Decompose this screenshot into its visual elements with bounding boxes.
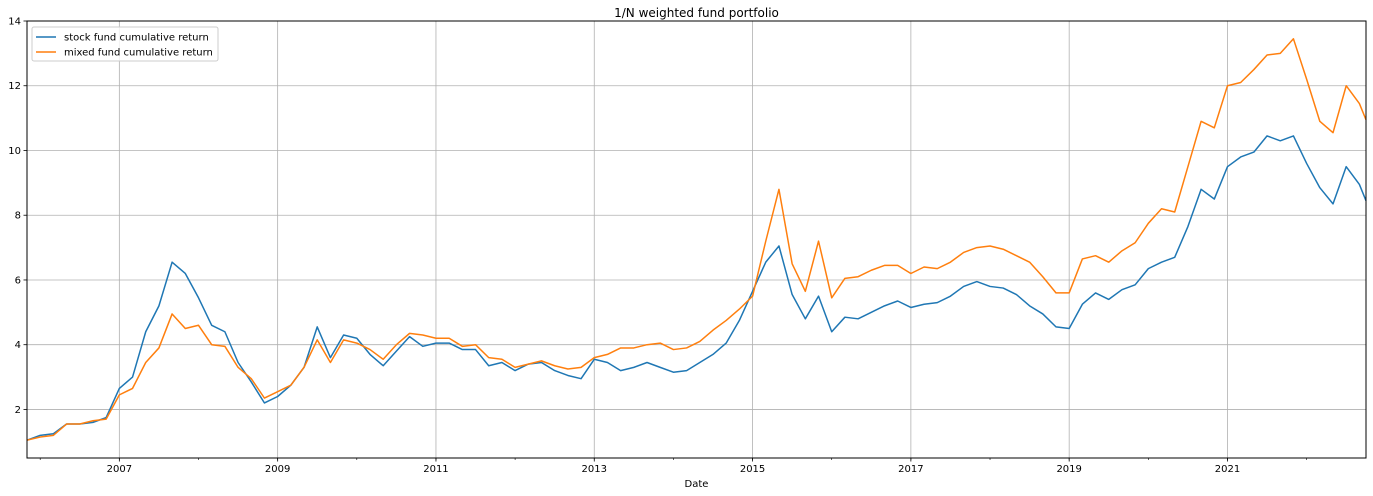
y-tick-label: 6 <box>15 275 21 286</box>
x-axis-label: Date <box>685 479 709 490</box>
x-tick-label: 2015 <box>740 464 765 475</box>
legend-label-2: mixed fund cumulative return <box>64 48 213 59</box>
y-tick-label: 14 <box>8 17 21 28</box>
chart-title: 1/N weighted fund portfolio <box>614 6 779 20</box>
y-tick-label: 10 <box>8 146 21 157</box>
legend: stock fund cumulative return mixed fund c… <box>31 26 219 62</box>
grid <box>27 20 1366 458</box>
x-tick-label: 2019 <box>1056 464 1081 475</box>
y-tick-label: 4 <box>15 340 21 351</box>
legend-label-1: stock fund cumulative return <box>64 33 209 44</box>
series-lines <box>26 38 1367 441</box>
axes: 2 4 6 8 10 12 14 2007 2009 2011 2013 2015 2017 2019 20… <box>8 17 1307 475</box>
x-tick-label: 2011 <box>423 464 448 475</box>
series-line-1 <box>26 135 1367 441</box>
x-tick-label: 2013 <box>582 464 607 475</box>
x-tick-label: 2007 <box>107 464 132 475</box>
x-tick-label: 2017 <box>898 464 923 475</box>
y-tick-label: 12 <box>8 81 21 92</box>
x-tick-label: 2021 <box>1215 464 1240 475</box>
plot-frame <box>26 20 1367 459</box>
y-tick-label: 2 <box>15 405 21 416</box>
y-tick-label: 8 <box>15 211 21 222</box>
x-tick-label: 2009 <box>265 464 290 475</box>
series-line-2 <box>26 38 1367 441</box>
legend-box <box>31 26 219 62</box>
